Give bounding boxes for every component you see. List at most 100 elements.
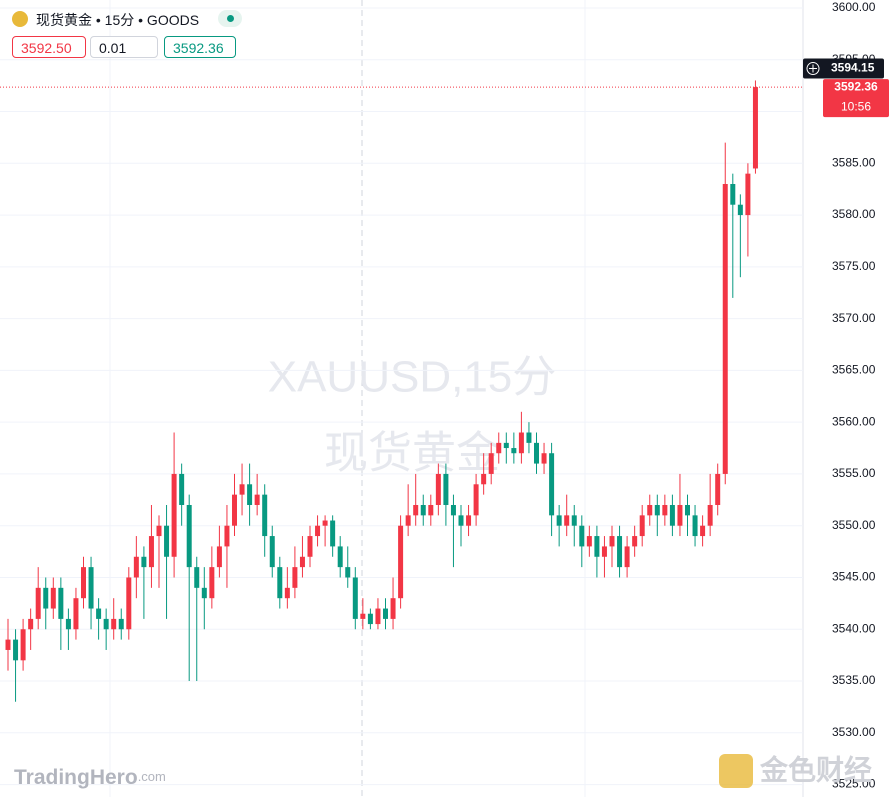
candle-body: [186, 504, 192, 568]
ask-button[interactable]: 3592.36: [164, 36, 236, 58]
candle-body: [179, 473, 185, 505]
y-tick-label: 3545.00: [832, 570, 876, 584]
candle-body: [534, 442, 539, 464]
candle-body: [428, 504, 434, 516]
candle-body: [458, 515, 464, 526]
candle-body: [247, 484, 253, 505]
candle-body: [262, 494, 268, 537]
candle-body: [201, 587, 207, 599]
y-tick-label: 3540.00: [832, 621, 876, 635]
candle-body: [722, 184, 728, 474]
candle-body: [518, 432, 524, 454]
candle-body: [609, 536, 615, 547]
candle-body: [50, 587, 56, 609]
candle-body: [284, 587, 290, 599]
spread: 0.01: [90, 36, 158, 58]
brand-logo: TradingHero.com: [14, 766, 166, 789]
candle-body: [549, 453, 555, 516]
candle-body: [141, 556, 147, 568]
candle-body: [481, 473, 487, 485]
candle-body: [224, 525, 230, 547]
candle-body: [111, 618, 117, 630]
candle-body: [692, 515, 698, 537]
watermark: XAUUSD,15分: [268, 353, 557, 402]
candle-body: [337, 546, 343, 568]
candle-body: [367, 613, 373, 625]
candle-body: [96, 608, 102, 619]
y-tick-label: 3550.00: [832, 518, 876, 532]
candle-body: [299, 556, 305, 568]
candle-body: [375, 608, 381, 625]
candle-body: [586, 536, 592, 547]
countdown-label: 10:56: [841, 99, 871, 113]
candle-body: [420, 504, 426, 516]
candle-body: [28, 618, 34, 630]
plus-icon: [806, 62, 820, 76]
candle-body: [715, 473, 721, 505]
candle-body: [398, 525, 404, 599]
candle-body: [133, 556, 139, 578]
candle-body: [624, 546, 630, 568]
candle-body: [390, 598, 396, 619]
candle-body: [148, 536, 154, 568]
candle-body: [488, 453, 494, 474]
candle-body: [541, 453, 547, 464]
candle-body: [5, 639, 11, 650]
candle-body: [58, 587, 64, 619]
candle-body: [239, 484, 245, 495]
candle-body: [685, 504, 690, 516]
candle-body: [103, 618, 109, 630]
candle-body: [571, 515, 577, 526]
y-tick-label: 3535.00: [832, 673, 876, 687]
candle-body: [466, 515, 472, 526]
candle-body: [526, 432, 532, 443]
candle-body: [307, 536, 313, 557]
candle-body: [352, 577, 358, 619]
candle-body: [556, 515, 562, 526]
candle-body: [511, 448, 517, 454]
candle-body: [632, 536, 638, 547]
candle-body: [88, 567, 94, 609]
candle-body: [65, 618, 71, 630]
symbol-title[interactable]: 现货黄金 • 15分 • GOODS: [36, 12, 200, 28]
candle-body: [677, 504, 683, 526]
y-tick-label: 3585.00: [832, 155, 876, 169]
candle-body: [654, 504, 660, 516]
candle-body: [579, 525, 585, 547]
watermark: 现货黄金: [324, 429, 500, 478]
y-tick-label: 3560.00: [832, 414, 876, 428]
candle-body: [662, 504, 668, 516]
candle-body: [383, 608, 388, 619]
y-tick-label: 3565.00: [832, 363, 876, 377]
candle-body: [232, 494, 237, 526]
y-tick-label: 3555.00: [832, 466, 876, 480]
symbol-icon: [12, 11, 28, 27]
source-icon: [719, 754, 753, 788]
status-pill: [218, 10, 242, 27]
candle-body: [254, 494, 260, 505]
candle-body: [156, 525, 162, 537]
candle-body: [330, 520, 336, 547]
candle-body: [73, 598, 79, 630]
candle-body: [413, 504, 419, 516]
candle-body: [594, 536, 600, 557]
candle-body: [737, 204, 743, 216]
candle-body: [20, 629, 26, 661]
candle-body: [164, 525, 170, 557]
candle-body: [647, 504, 653, 516]
candle-body: [435, 473, 441, 505]
bid-button[interactable]: 3592.50: [12, 36, 86, 58]
candle-body: [269, 536, 275, 568]
candle-body: [194, 567, 200, 588]
last-price-label: 3592.36: [834, 79, 878, 93]
candle-body: [292, 567, 298, 588]
y-tick-label: 3570.00: [832, 311, 876, 325]
y-tick-label: 3525.00: [832, 777, 876, 791]
cursor-price-label: 3594.15: [831, 61, 875, 75]
candle-body: [707, 504, 713, 526]
candle-body: [322, 520, 328, 526]
candle-body: [745, 173, 751, 216]
candle-body: [216, 546, 222, 568]
